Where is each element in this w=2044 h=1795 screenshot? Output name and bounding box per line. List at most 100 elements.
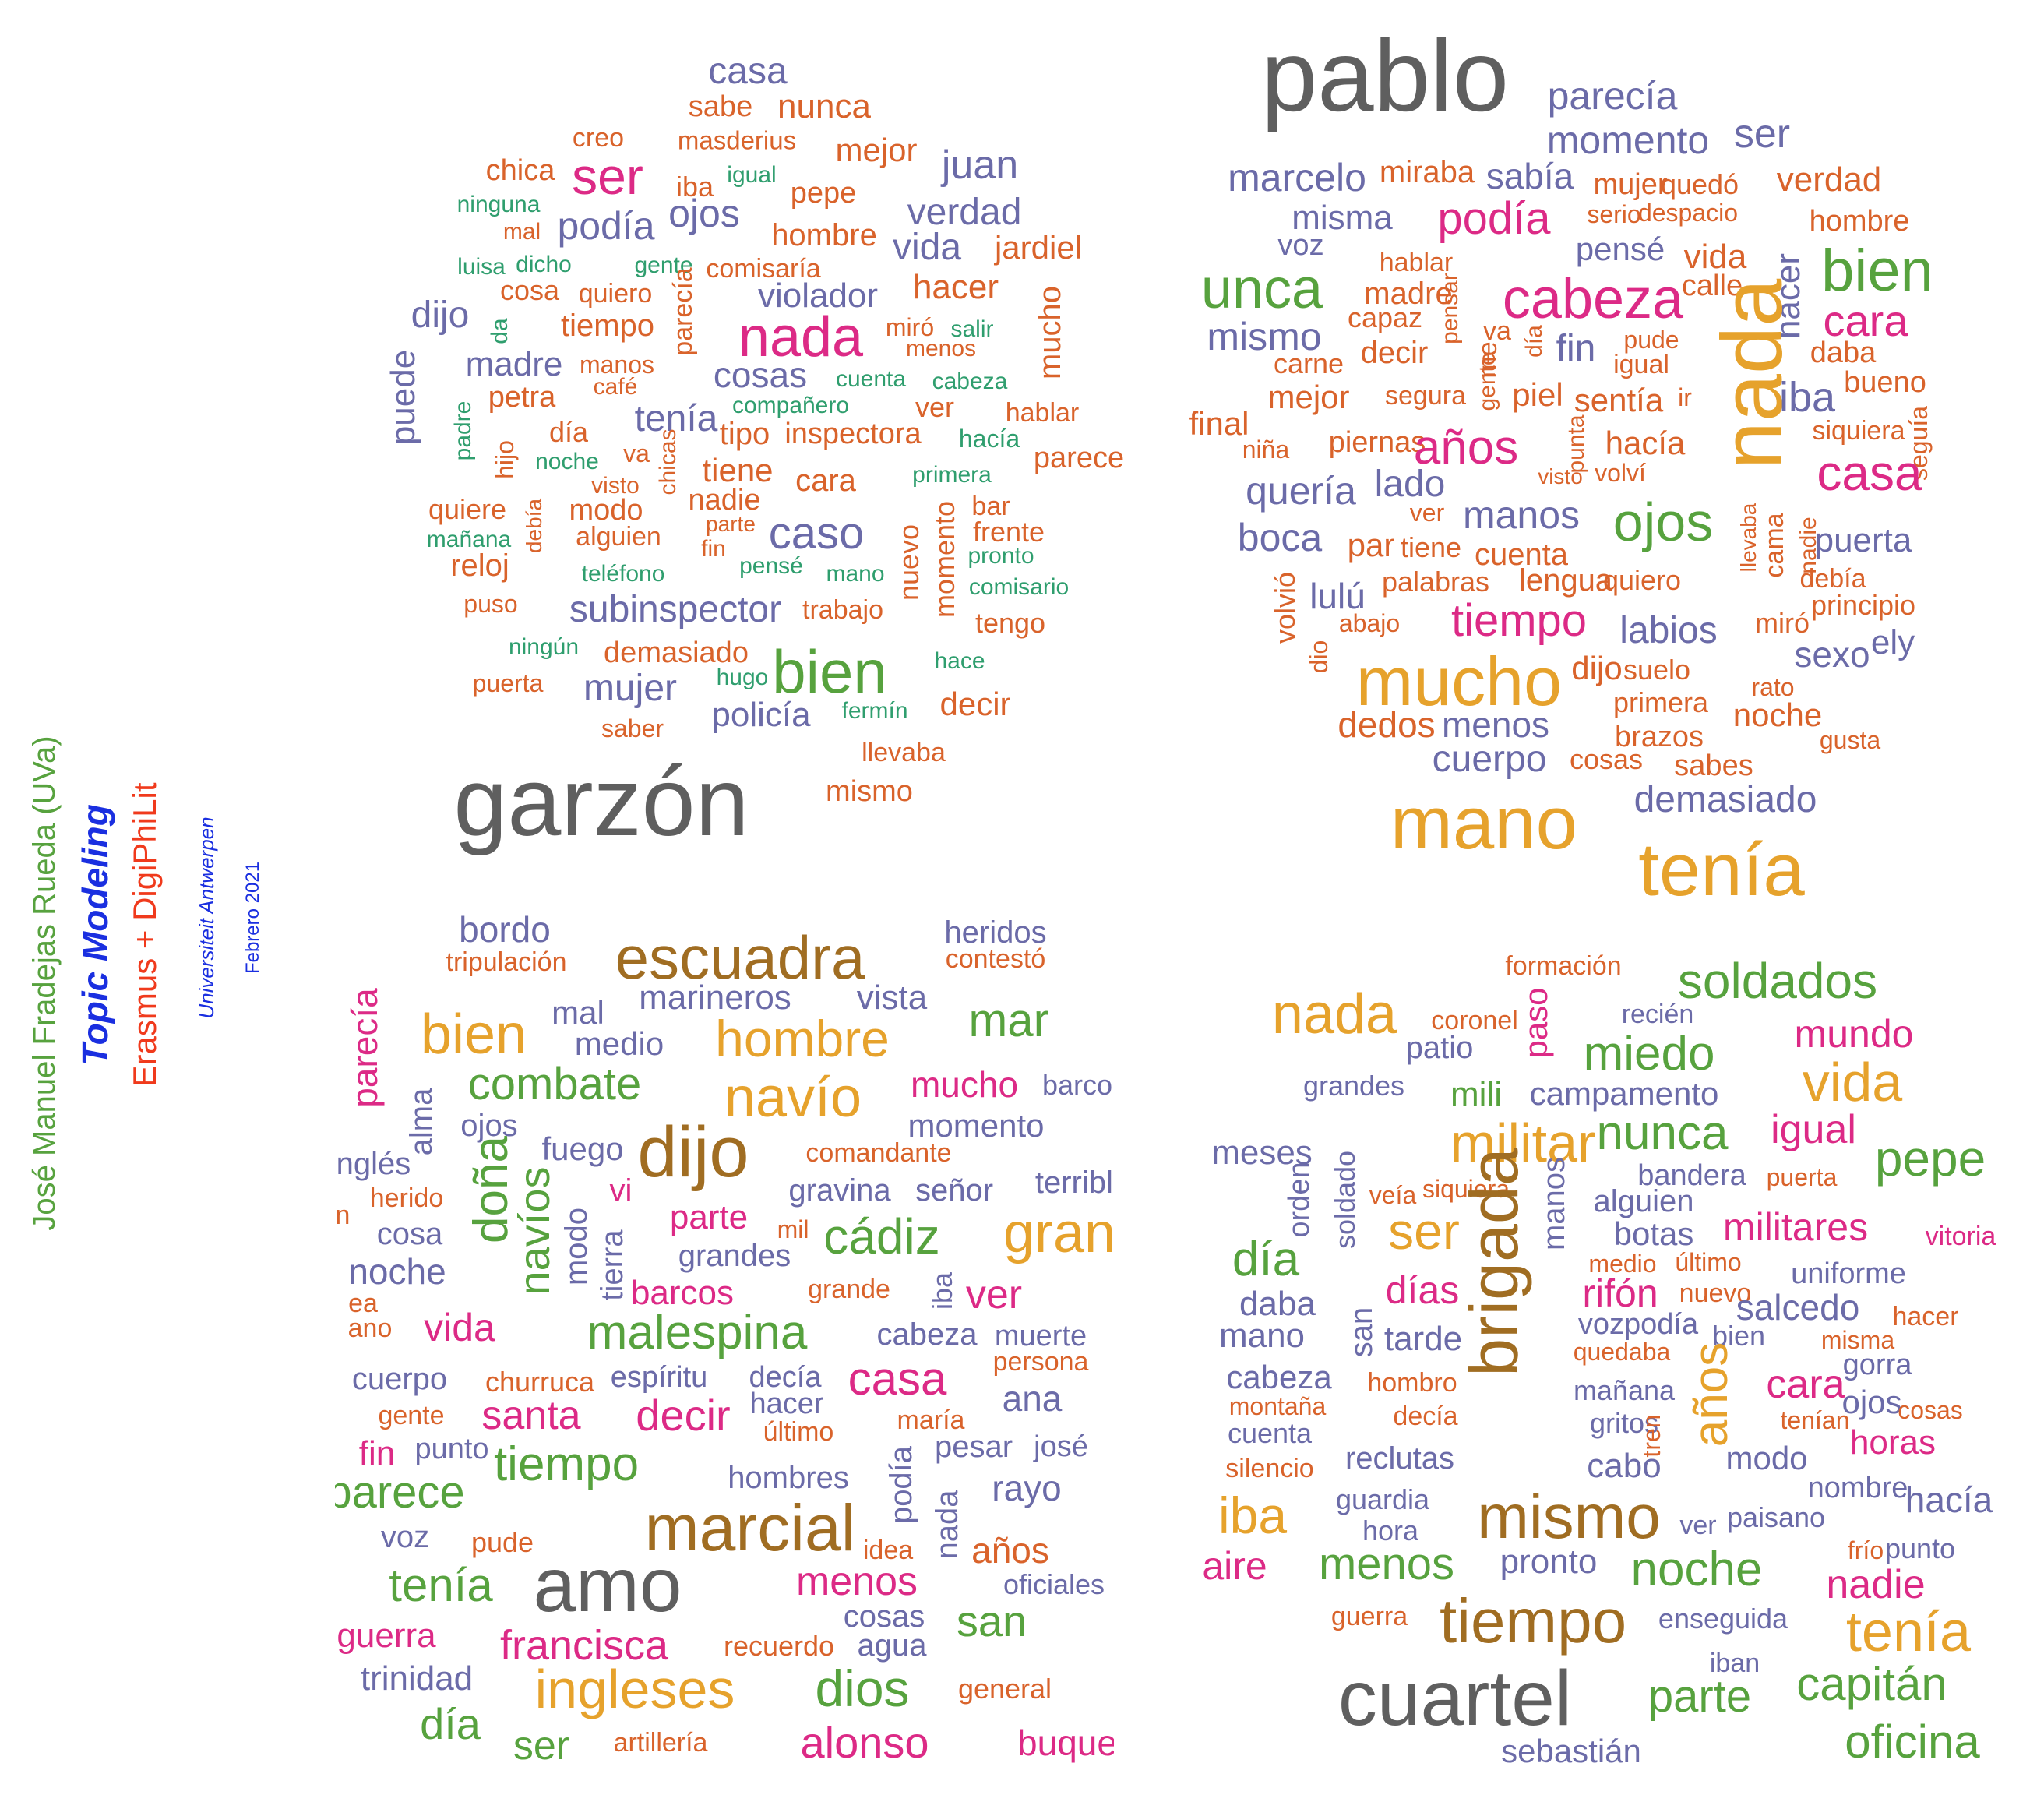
cloud-word: boca (1237, 516, 1323, 559)
cloud-word: chica (485, 154, 555, 187)
cloud-word: alma (404, 1088, 439, 1156)
cloud-word: hablar (1379, 248, 1454, 277)
cloud-word: mejor (1267, 379, 1350, 415)
cloud-word: salcedo (1736, 1287, 1860, 1328)
cloud-word: tengo (974, 607, 1046, 639)
cloud-word: parece (335, 1467, 465, 1518)
cloud-word: puso (463, 590, 518, 618)
cloud-word: mili (1450, 1075, 1502, 1113)
cloud-word: tiempo (560, 309, 655, 343)
cloud-word: miedo (1583, 1027, 1715, 1081)
cloud-word: tripulación (446, 947, 567, 977)
cloud-word: barco (1041, 1069, 1113, 1101)
cloud-word: hijo (491, 440, 519, 479)
cloud-word: frente (972, 516, 1045, 548)
cloud-word: siquiera (1812, 416, 1905, 446)
cloud-word: cuerpo (1432, 739, 1547, 780)
cloud-word: podía (884, 1445, 918, 1525)
cloud-word: menos (1441, 704, 1550, 745)
cloud-word: mismo (1207, 315, 1322, 358)
cloud-word: debía (522, 498, 546, 554)
cloud-word: lado (1374, 464, 1446, 505)
cloud-word: pepe (1874, 1130, 1986, 1187)
cloud-word: juan (941, 143, 1019, 188)
cloud-word: montaña (1228, 1392, 1327, 1420)
cloud-word: padre (450, 400, 476, 461)
cloud-word: masderius (677, 125, 797, 155)
cloud-word: contestó (945, 944, 1046, 974)
cloud-word: visto (591, 473, 640, 499)
cloud-word: cara (1823, 296, 1908, 345)
cloud-word: artillería (613, 1728, 708, 1758)
cloud-word: puerta (472, 669, 544, 697)
cloud-word: bandera (1637, 1159, 1746, 1192)
cloud-word: hace (934, 648, 985, 674)
cloud-word: nada (738, 306, 864, 369)
cloud-word: debía (1799, 564, 1866, 594)
cloud-word: llevaba (1736, 503, 1760, 573)
cloud-word: pude (470, 1526, 534, 1558)
cloud-word: tiempo (493, 1437, 640, 1491)
cloud-word: tenía (634, 398, 718, 439)
cloud-word: ver (1409, 499, 1445, 527)
cloud-word: mejor (835, 132, 918, 168)
cloud-word: voz (1278, 229, 1324, 262)
cloud-word: piel (1512, 376, 1563, 413)
cloud-word: nunca (1596, 1106, 1729, 1160)
cloud-word: carne (1273, 347, 1344, 379)
cloud-word: va (623, 439, 650, 467)
word-cloud-pablo: pablo parecía momento ser marcelo miraba sabía… (1168, 31, 2044, 919)
cloud-word: cabo (1587, 1447, 1662, 1485)
cloud-word: fuego (541, 1130, 624, 1167)
cloud-word: fin (358, 1434, 396, 1472)
cloud-word: vida (1683, 238, 1747, 276)
cloud-word: siquiera (1422, 1175, 1510, 1203)
cloud-word: mujer (1593, 168, 1668, 201)
cloud-word: puerta (1814, 521, 1912, 559)
cloud-word: tiene (702, 452, 774, 488)
cloud-word: meses (1211, 1134, 1313, 1172)
cloud-word: parte (1648, 1671, 1752, 1722)
cloud-word: aire (1202, 1544, 1267, 1588)
cloud-word: coronel (1431, 1006, 1518, 1035)
cloud-word: mil (777, 1215, 809, 1243)
cloud-word: sabía (1485, 156, 1574, 196)
cloud-word: mano (1218, 1317, 1306, 1355)
cloud-word: ano (347, 1314, 393, 1343)
cloud-word: militar (1450, 1113, 1596, 1173)
cloud-word: nada (930, 1490, 964, 1560)
cloud-word: gente (634, 252, 693, 278)
cloud-word: guardia (1335, 1483, 1430, 1515)
cloud-word: momento (929, 500, 960, 619)
cloud-word: buque (1017, 1723, 1114, 1763)
cloud-word: vida (892, 227, 962, 268)
cloud-word: cabeza (1226, 1359, 1332, 1395)
cloud-word: nunca (777, 87, 871, 125)
cloud-word: noche (1630, 1543, 1763, 1596)
cloud-word: soldados (1677, 953, 1878, 1009)
cloud-word: manos (579, 351, 655, 379)
cloud-word: tenía (389, 1559, 493, 1611)
cloud-word: cosas (1898, 1396, 1963, 1424)
cloud-word: ojos (668, 192, 740, 235)
cloud-word: luisa (457, 254, 506, 280)
cloud-word: hablar (1005, 398, 1080, 428)
cloud-word: bueno (1844, 366, 1926, 399)
cloud-word: decía (1393, 1402, 1458, 1431)
cloud-word: ver (965, 1272, 1023, 1317)
cloud-word: inspectora (784, 418, 922, 450)
cloud-word: tiempo (1439, 1586, 1627, 1656)
cloud-word: nadie (1826, 1562, 1926, 1607)
cloud-word: dijo (637, 1113, 749, 1192)
cloud-word: cabeza (876, 1317, 978, 1352)
cloud-word: trabajo (802, 595, 883, 625)
cloud-word: cabeza (932, 369, 1008, 394)
cloud-word: heridos (944, 915, 1047, 950)
cloud-word: pensé (1575, 231, 1665, 267)
cloud-word: mañana (426, 527, 512, 552)
cloud-word: menos (795, 1559, 918, 1604)
cloud-word: daba (1810, 337, 1877, 369)
cloud-word: mismo (1477, 1482, 1661, 1551)
cloud-word: tenía (1845, 1601, 1972, 1663)
cloud-word: combate (467, 1059, 642, 1109)
